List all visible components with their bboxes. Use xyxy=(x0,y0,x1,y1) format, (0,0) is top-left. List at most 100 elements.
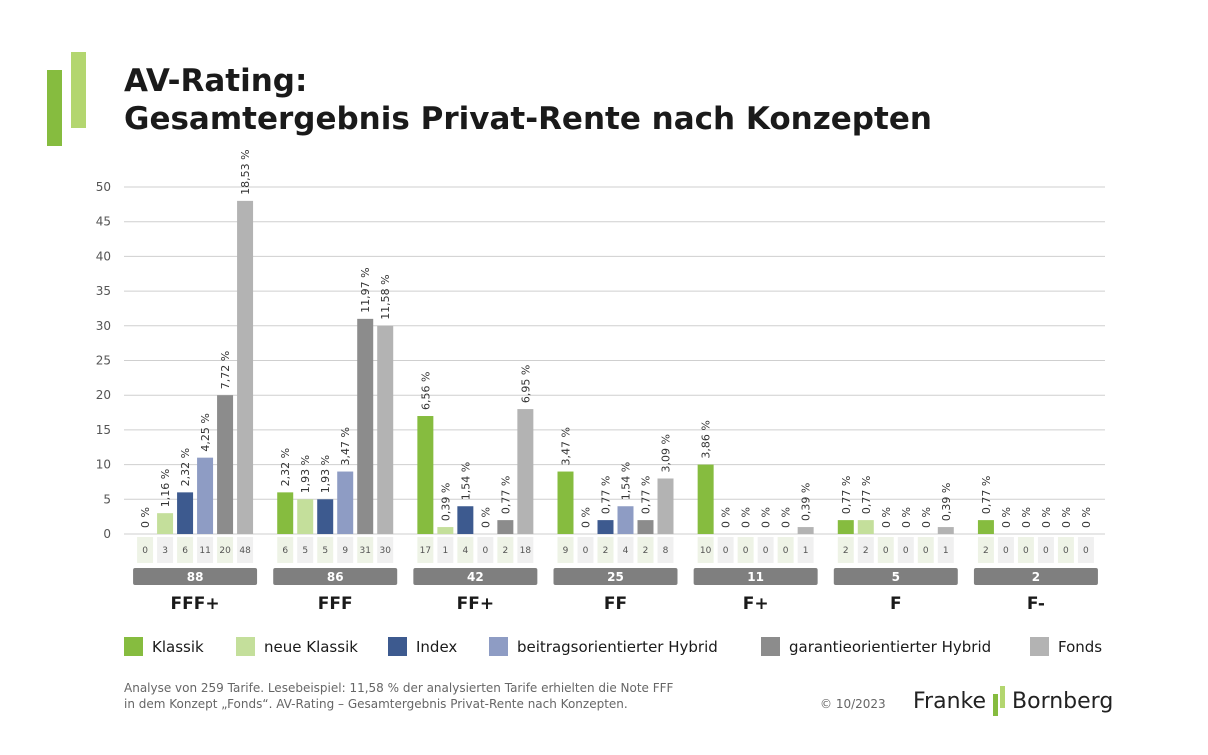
legend-label: neue Klassik xyxy=(264,637,358,656)
count-cell xyxy=(417,537,434,563)
count-label: 0 xyxy=(723,546,729,556)
count-label: 0 xyxy=(1043,546,1049,556)
data-label: 0 % xyxy=(1000,507,1013,528)
bar xyxy=(497,520,514,534)
footnote-line2: in dem Konzept „Fonds“. AV-Rating – Gesa… xyxy=(124,697,628,711)
count-label: 5 xyxy=(322,546,328,556)
count-label: 0 xyxy=(903,546,909,556)
count-label: 0 xyxy=(142,546,148,556)
bar xyxy=(637,520,654,534)
data-label: 0 % xyxy=(900,507,913,528)
count-cell xyxy=(1017,537,1034,563)
y-tick-label: 15 xyxy=(96,423,111,437)
count-cell xyxy=(897,537,914,563)
legend-item: Fonds xyxy=(1030,637,1102,656)
count-cell xyxy=(137,537,154,563)
count-cell xyxy=(997,537,1014,563)
bar xyxy=(617,506,634,534)
count-cell xyxy=(837,537,854,563)
data-label: 1,16 % xyxy=(159,469,172,507)
count-label: 2 xyxy=(643,546,649,556)
data-label: 0,77 % xyxy=(840,476,853,514)
data-label: 1,93 % xyxy=(299,455,312,493)
count-label: 0 xyxy=(482,546,488,556)
count-cell xyxy=(337,537,354,563)
total-label: 88 xyxy=(187,570,204,584)
y-tick-label: 5 xyxy=(103,492,111,506)
count-cell xyxy=(1057,537,1074,563)
count-cell xyxy=(1077,537,1094,563)
count-cell xyxy=(237,537,254,563)
brand-logo: Franke Bornberg xyxy=(913,686,1113,716)
count-label: 48 xyxy=(239,546,251,556)
count-cell xyxy=(557,537,574,563)
x-tick-label: F+ xyxy=(743,594,769,614)
count-label: 18 xyxy=(520,546,532,556)
bar xyxy=(337,471,354,534)
data-label: 0 % xyxy=(740,507,753,528)
count-cell xyxy=(577,537,594,563)
count-label: 1 xyxy=(943,546,949,556)
count-label: 20 xyxy=(219,546,231,556)
count-label: 0 xyxy=(1023,546,1029,556)
brand-divider-icon xyxy=(992,686,1006,716)
legend-swatch xyxy=(489,637,508,656)
total-badge xyxy=(973,568,1098,585)
legend-label: garantieorientierter Hybrid xyxy=(789,637,992,656)
bar xyxy=(597,520,614,534)
bar xyxy=(657,478,674,534)
x-tick-label: F- xyxy=(1027,594,1045,614)
count-label: 30 xyxy=(379,546,391,556)
bar xyxy=(317,499,334,534)
y-tick-label: 20 xyxy=(96,388,111,402)
count-label: 1 xyxy=(442,546,448,556)
count-cell xyxy=(157,537,174,563)
bar xyxy=(277,492,294,534)
data-label: 0 % xyxy=(139,507,152,528)
data-label: 0,77 % xyxy=(640,476,653,514)
legend-label: beitragsorientierter Hybrid xyxy=(517,637,718,656)
data-label: 3,86 % xyxy=(700,420,713,458)
count-label: 8 xyxy=(663,546,669,556)
total-badge xyxy=(553,568,678,585)
data-label: 1,93 % xyxy=(319,455,332,493)
data-label: 0 % xyxy=(1080,507,1093,528)
bar xyxy=(417,416,434,534)
count-label: 0 xyxy=(583,546,589,556)
count-label: 10 xyxy=(700,546,712,556)
data-label: 0 % xyxy=(1020,507,1033,528)
data-label: 3,47 % xyxy=(339,427,352,465)
bar xyxy=(557,471,574,534)
bar xyxy=(937,527,954,534)
count-label: 4 xyxy=(462,546,468,556)
bar xyxy=(217,395,234,534)
count-label: 1 xyxy=(803,546,809,556)
bar xyxy=(697,464,714,534)
total-label: 11 xyxy=(747,570,764,584)
data-label: 0 % xyxy=(720,507,733,528)
x-tick-label: FFF xyxy=(318,594,353,614)
total-badge xyxy=(133,568,258,585)
count-label: 0 xyxy=(1083,546,1089,556)
count-label: 11 xyxy=(199,546,210,556)
count-label: 0 xyxy=(883,546,889,556)
count-cell xyxy=(317,537,334,563)
count-cell xyxy=(357,537,374,563)
count-cell xyxy=(917,537,934,563)
total-label: 5 xyxy=(892,570,900,584)
x-tick-label: FF xyxy=(604,594,627,614)
count-cell xyxy=(377,537,394,563)
y-tick-label: 35 xyxy=(96,284,111,298)
data-label: 0,77 % xyxy=(860,476,873,514)
count-label: 31 xyxy=(359,546,370,556)
count-label: 9 xyxy=(563,546,569,556)
count-label: 2 xyxy=(502,546,508,556)
count-cell xyxy=(857,537,874,563)
bar xyxy=(857,520,874,534)
bar xyxy=(177,492,194,534)
count-cell xyxy=(757,537,774,563)
data-label: 0 % xyxy=(760,507,773,528)
bar xyxy=(977,520,994,534)
count-cell xyxy=(437,537,454,563)
